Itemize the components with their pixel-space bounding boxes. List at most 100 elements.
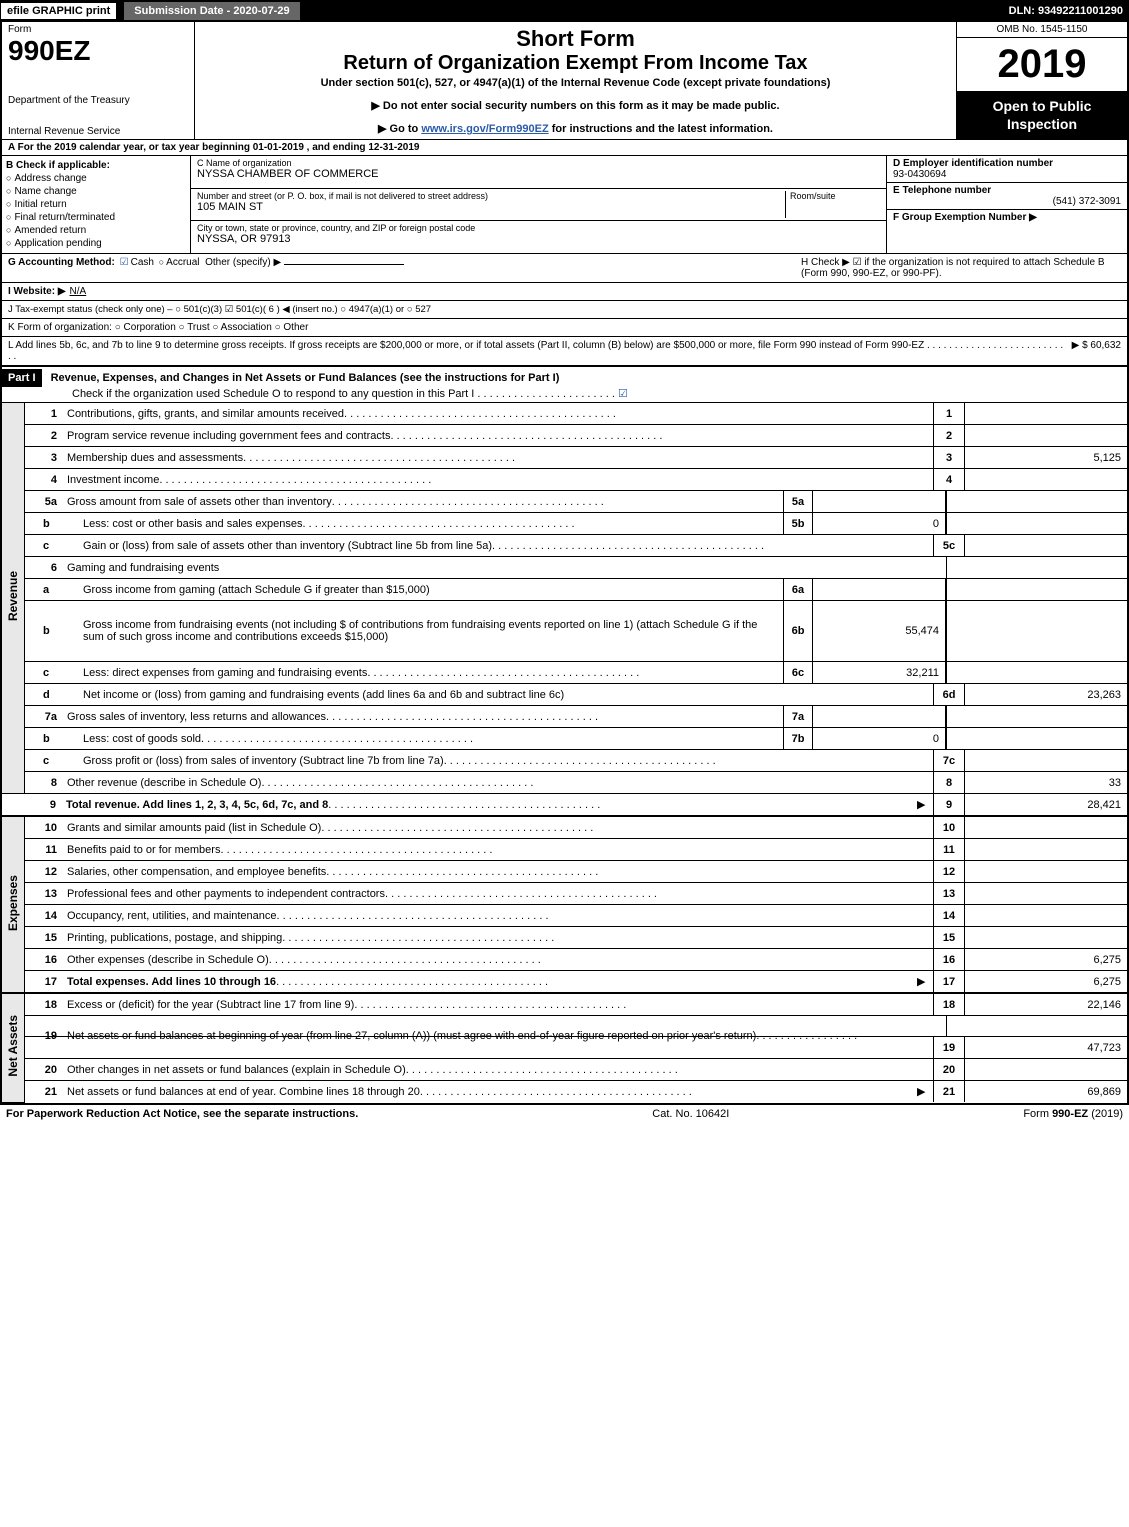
v-21: 69,869 (964, 1081, 1127, 1102)
v-6d: 23,263 (964, 684, 1127, 705)
line-6c: c Less: direct expenses from gaming and … (25, 662, 1127, 683)
ein-value: 93-0430694 (893, 169, 1121, 180)
form-label: Form (8, 24, 188, 35)
ln-12: 12 (25, 861, 63, 882)
room-label: Room/suite (790, 191, 880, 201)
org-city: NYSSA, OR 97913 (197, 233, 880, 245)
part1-header: Part I Revenue, Expenses, and Changes in… (2, 366, 1127, 403)
line-13: 13 Professional fees and other payments … (25, 883, 1127, 904)
org-city-cell: City or town, state or province, country… (191, 221, 886, 253)
ln-2: 2 (25, 425, 63, 446)
submission-date-button[interactable]: Submission Date - 2020-07-29 (123, 1, 300, 21)
expenses-side-label: Expenses (2, 817, 25, 993)
d-3: Membership dues and assessments (63, 447, 933, 468)
bn-5c: 5c (933, 535, 964, 556)
d-10: Grants and similar amounts paid (list in… (63, 817, 933, 838)
d-19: Net assets or fund balances at beginning… (63, 1016, 946, 1056)
grey-7b (946, 728, 1127, 749)
bn-9: 9 (933, 794, 964, 815)
line-1: 1 Contributions, gifts, grants, and simi… (25, 403, 1127, 424)
cb-accrual[interactable] (157, 257, 166, 268)
line-a: A For the 2019 calendar year, or tax yea… (2, 140, 1127, 156)
city-label: City or town, state or province, country… (197, 223, 880, 233)
line-14: 14 Occupancy, rent, utilities, and maint… (25, 905, 1127, 926)
line-17: 17 Total expenses. Add lines 10 through … (25, 971, 1127, 992)
g-label: G Accounting Method: (8, 257, 115, 268)
ln-19: 19 (25, 1016, 63, 1056)
group-exempt-label: F Group Exemption Number ▶ (893, 212, 1121, 223)
line-7c: c Gross profit or (loss) from sales of i… (25, 750, 1127, 771)
ln-8: 8 (25, 772, 63, 793)
ln-1: 1 (25, 403, 63, 424)
bn-4: 4 (933, 469, 964, 490)
part1-tag: Part I (2, 369, 42, 387)
line-16: 16 Other expenses (describe in Schedule … (25, 949, 1127, 970)
bn-12: 12 (933, 861, 964, 882)
line-8: 8 Other revenue (describe in Schedule O)… (25, 772, 1127, 793)
note-link-pre: ▶ Go to (378, 123, 421, 135)
v-15 (964, 927, 1127, 948)
d-6d: Net income or (loss) from gaming and fun… (79, 684, 933, 705)
mv-7b: 0 (813, 728, 946, 749)
efile-print-button[interactable]: efile GRAPHIC print (0, 2, 117, 20)
cb-address-change[interactable]: Address change (6, 173, 186, 184)
i-label: I Website: ▶ (8, 286, 66, 297)
website-value: N/A (70, 286, 87, 297)
v-1 (964, 403, 1127, 424)
footer-right: Form 990-EZ (2019) (1023, 1108, 1123, 1120)
section-b-label: B Check if applicable: (6, 160, 186, 171)
ln-18: 18 (25, 994, 63, 1015)
bn-19: 19 (933, 1037, 964, 1058)
open-inspection: Open to Public Inspection (957, 91, 1127, 139)
d-2: Program service revenue including govern… (63, 425, 933, 446)
v-13 (964, 883, 1127, 904)
cb-cash[interactable] (118, 257, 131, 268)
group-exempt-cell: F Group Exemption Number ▶ (887, 210, 1127, 253)
d-12: Salaries, other compensation, and employ… (63, 861, 933, 882)
top-bar: efile GRAPHIC print Submission Date - 20… (0, 0, 1129, 22)
v-7c (964, 750, 1127, 771)
bn-14: 14 (933, 905, 964, 926)
bn-18: 18 (933, 994, 964, 1015)
line-18: 18 Excess or (deficit) for the year (Sub… (25, 994, 1127, 1015)
ln-16: 16 (25, 949, 63, 970)
cb-application-pending[interactable]: Application pending (6, 238, 186, 249)
d-6a: Gross income from gaming (attach Schedul… (79, 579, 783, 600)
mn-7a: 7a (783, 706, 813, 727)
ln-14: 14 (25, 905, 63, 926)
ln-21: 21 (25, 1081, 63, 1102)
netassets-side-label: Net Assets (2, 994, 25, 1103)
subtitle: Under section 501(c), 527, or 4947(a)(1)… (203, 77, 948, 89)
dln-label: DLN: 93492211001290 (1009, 5, 1129, 17)
title-return: Return of Organization Exempt From Incom… (203, 52, 948, 75)
cb-amended-return[interactable]: Amended return (6, 225, 186, 236)
cb-name-change[interactable]: Name change (6, 186, 186, 197)
entity-right: D Employer identification number 93-0430… (886, 156, 1127, 253)
line-10: 10 Grants and similar amounts paid (list… (25, 817, 1127, 838)
netassets-table: Net Assets 18 Excess or (deficit) for th… (2, 993, 1127, 1103)
arrow-17: ▶ (917, 971, 933, 992)
d-6b: Gross income from fundraising events (no… (79, 601, 783, 661)
form-number: 990EZ (8, 35, 188, 67)
footer-left: For Paperwork Reduction Act Notice, see … (6, 1108, 358, 1120)
bn-15: 15 (933, 927, 964, 948)
mv-7a (813, 706, 946, 727)
mn-6b: 6b (783, 601, 813, 661)
ln-10: 10 (25, 817, 63, 838)
v-9: 28,421 (964, 794, 1127, 815)
addr-label: Number and street (or P. O. box, if mail… (197, 191, 785, 201)
ln-5c: c (25, 535, 79, 556)
ln-7a: 7a (25, 706, 63, 727)
arrow-21: ▶ (917, 1081, 933, 1102)
ln-13: 13 (25, 883, 63, 904)
irs-link[interactable]: www.irs.gov/Form990EZ (421, 123, 548, 135)
entity-block: B Check if applicable: Address change Na… (2, 156, 1127, 254)
dept-treasury: Department of the Treasury (8, 95, 188, 106)
g-other-input[interactable] (284, 264, 404, 265)
d-8: Other revenue (describe in Schedule O) (63, 772, 933, 793)
bn-16: 16 (933, 949, 964, 970)
cb-initial-return[interactable]: Initial return (6, 199, 186, 210)
ein-label: D Employer identification number (893, 158, 1121, 169)
v-11 (964, 839, 1127, 860)
cb-final-return[interactable]: Final return/terminated (6, 212, 186, 223)
